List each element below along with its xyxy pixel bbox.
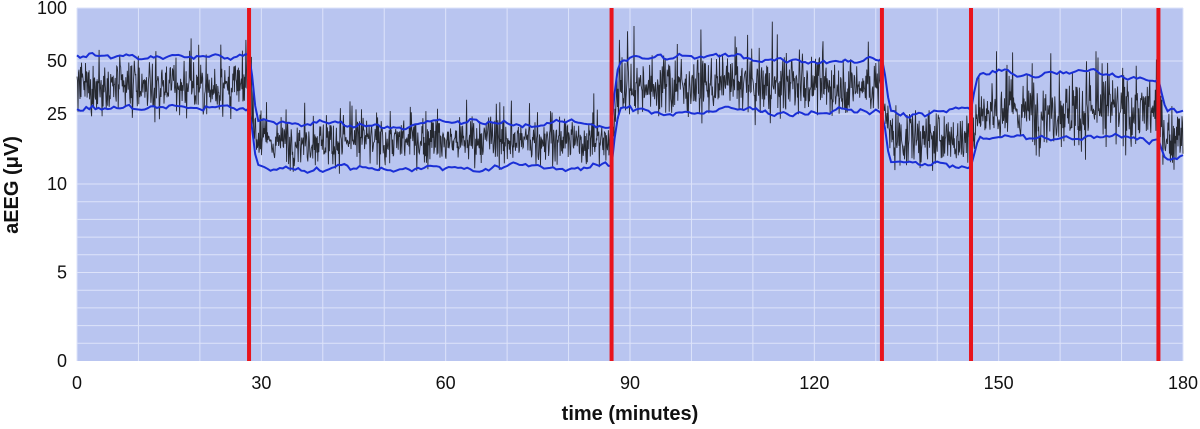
y-tick-label: 0 xyxy=(57,351,67,371)
envelope-upper xyxy=(76,51,1184,131)
axis-ticks: 0 30 60 90 120 150 180 0 5 10 25 50 100 xyxy=(37,0,1198,393)
x-axis-label: time (minutes) xyxy=(562,403,699,425)
y-axis-label: aEEG (μV) xyxy=(1,136,23,234)
envelope-lower xyxy=(76,103,1184,174)
eeg-trace xyxy=(76,21,1184,174)
vertical-markers xyxy=(247,8,1161,361)
x-tick-label: 120 xyxy=(799,373,829,393)
envelope-lines xyxy=(76,51,1184,174)
x-tick-label: 60 xyxy=(436,373,456,393)
eeg-raw-trace xyxy=(76,21,1184,174)
x-tick-label: 150 xyxy=(984,373,1014,393)
y-tick-label: 100 xyxy=(37,0,67,18)
x-tick-label: 180 xyxy=(1168,373,1198,393)
x-tick-label: 0 xyxy=(72,373,82,393)
y-tick-label: 10 xyxy=(47,174,67,194)
x-tick-label: 30 xyxy=(251,373,271,393)
y-tick-label: 5 xyxy=(57,263,67,283)
y-tick-label: 25 xyxy=(47,104,67,124)
y-tick-label: 50 xyxy=(47,51,67,71)
x-tick-label: 90 xyxy=(620,373,640,393)
grid-lines xyxy=(76,7,1184,361)
